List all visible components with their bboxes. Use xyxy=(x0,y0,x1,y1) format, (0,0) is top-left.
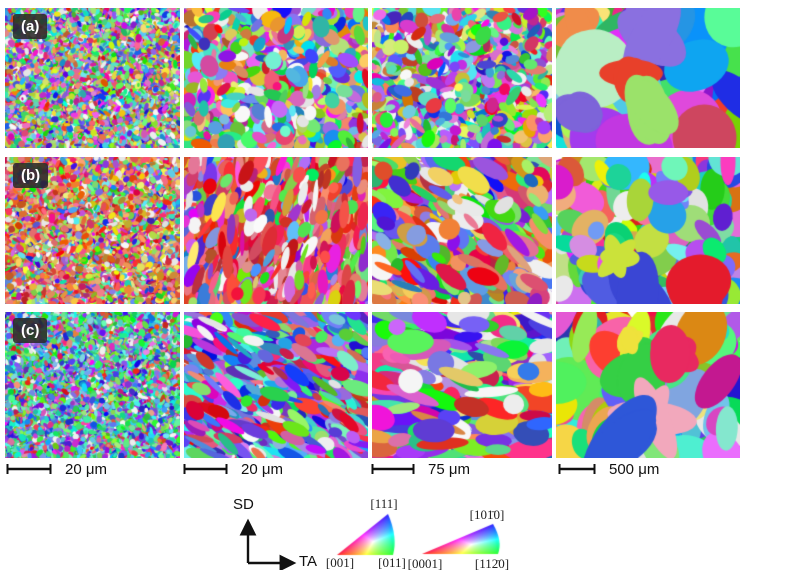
sd-ta-axes-icon xyxy=(239,518,297,570)
ebsd-map-canvas xyxy=(184,8,368,148)
scale-bar-col1: 20 μm xyxy=(5,460,107,478)
panel-label-a: (a) xyxy=(13,14,48,39)
ipf-cubic-111-label: [111] xyxy=(370,496,398,511)
ipf-triangle-hexagonal xyxy=(418,521,503,557)
scale-bar-col4: 500 μm xyxy=(557,460,660,478)
ebsd-map-a-col3 xyxy=(372,8,552,148)
scale-bar-icon xyxy=(371,464,415,474)
scale-bar-col2: 20 μm xyxy=(182,460,283,478)
scale-bar-icon xyxy=(183,464,228,474)
ebsd-map-b-col1: (b) xyxy=(5,157,180,304)
ebsd-map-canvas xyxy=(556,312,740,458)
scale-bar-icon xyxy=(558,464,596,474)
ebsd-map-c-col1: (c) xyxy=(5,312,180,458)
ebsd-map-canvas xyxy=(372,157,552,304)
scale-bar-icon xyxy=(6,464,52,474)
ipf-triangle-cubic xyxy=(332,510,398,558)
ebsd-map-b-col2 xyxy=(184,157,368,304)
scale-bar-label: 75 μm xyxy=(428,460,470,478)
ebsd-map-b-col3 xyxy=(372,157,552,304)
ta-axis-label: TA xyxy=(299,553,318,570)
ipf-hex-0001-label: [0001] xyxy=(407,556,443,571)
ebsd-map-a-col2 xyxy=(184,8,368,148)
panel-label-c: (c) xyxy=(13,318,48,343)
ebsd-map-a-col4 xyxy=(556,8,740,148)
sd-axis-label: SD xyxy=(233,496,254,513)
scale-bar-label: 20 μm xyxy=(241,460,283,478)
ebsd-map-a-col1: (a) xyxy=(5,8,180,148)
ipf-cubic-001-label: [001] xyxy=(325,555,355,570)
ebsd-map-canvas xyxy=(184,312,368,458)
ipf-hex-1010-label: [101̄0] xyxy=(469,507,505,522)
ebsd-map-c-col2 xyxy=(184,312,368,458)
ebsd-map-canvas xyxy=(556,8,740,148)
panel-label-b: (b) xyxy=(13,163,49,188)
scale-bar-col3: 75 μm xyxy=(370,460,470,478)
ebsd-map-canvas xyxy=(372,8,552,148)
scale-bar-label: 20 μm xyxy=(65,460,107,478)
ebsd-map-c-col4 xyxy=(556,312,740,458)
ebsd-map-canvas xyxy=(372,312,552,458)
ebsd-map-b-col4 xyxy=(556,157,740,304)
ebsd-map-canvas xyxy=(556,157,740,304)
ebsd-map-canvas xyxy=(184,157,368,304)
ipf-cubic-011-label: [011] xyxy=(378,555,406,570)
ebsd-map-c-col3 xyxy=(372,312,552,458)
scale-bar-label: 500 μm xyxy=(609,460,660,478)
ipf-hex-1120-label: [112̄0] xyxy=(474,556,510,571)
